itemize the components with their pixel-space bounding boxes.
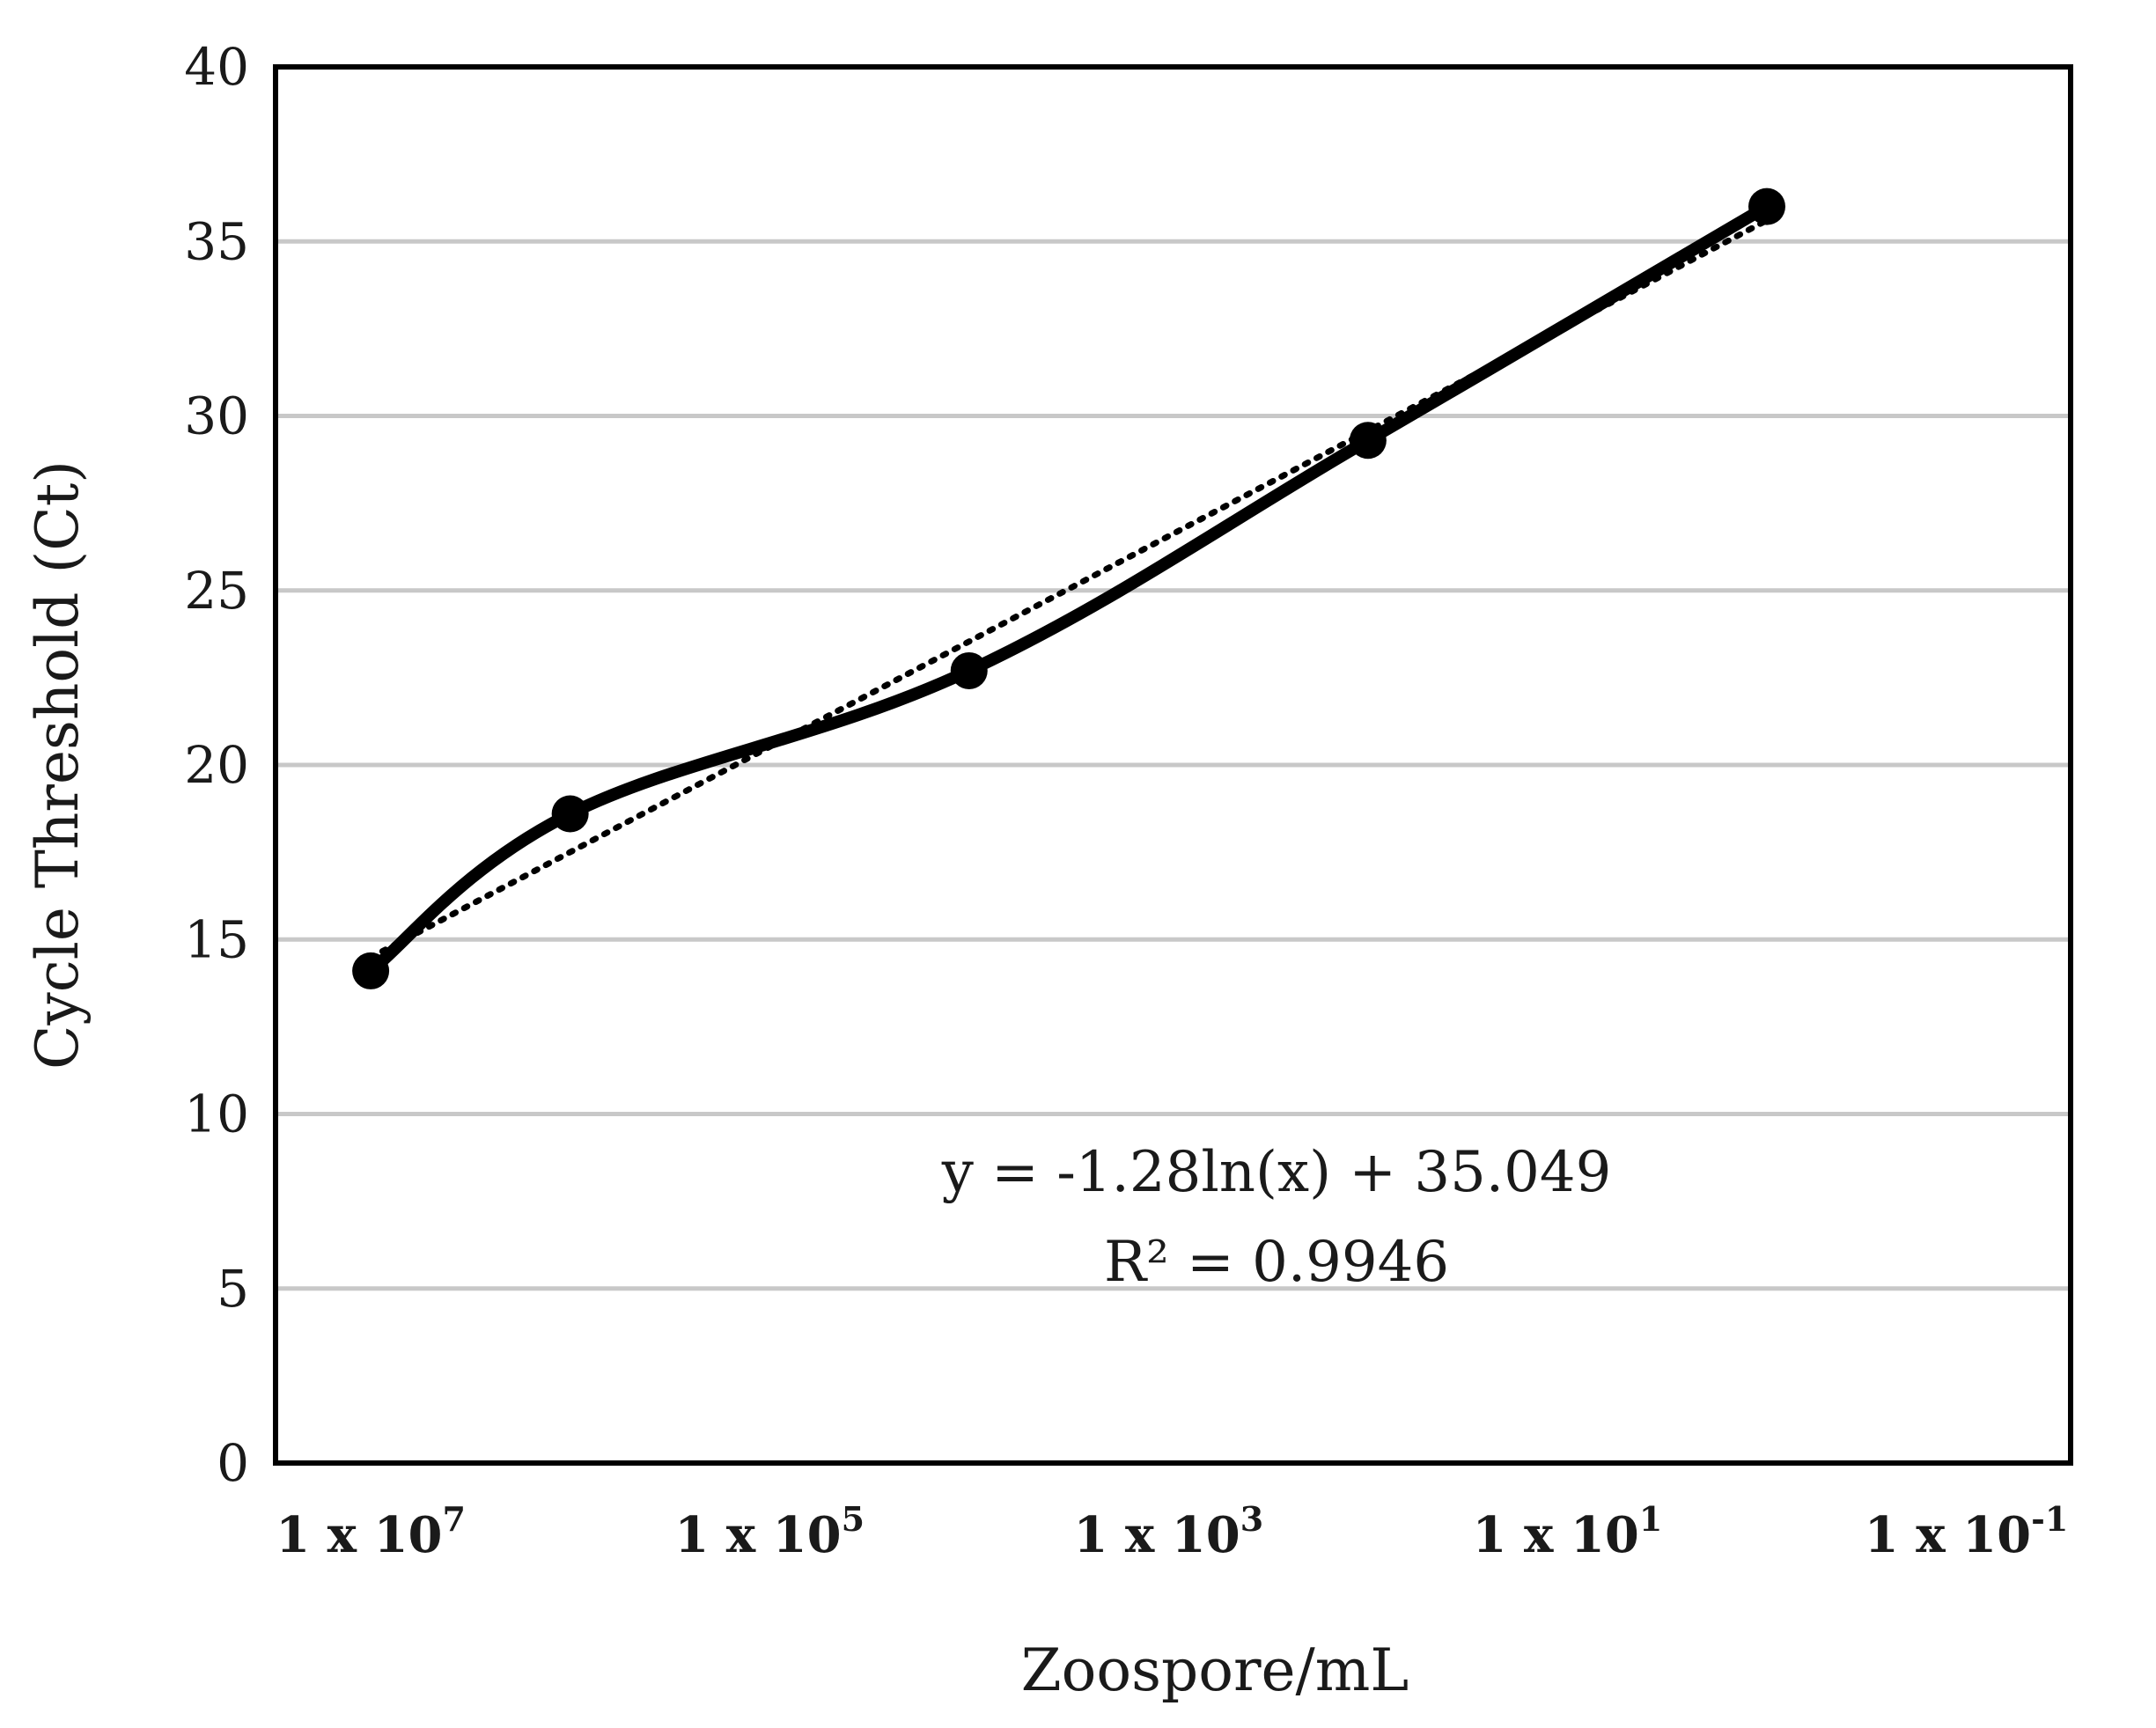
x-tick-label: 1 x 107 — [276, 1499, 466, 1564]
y-tick-label: 20 — [184, 735, 249, 795]
data-point — [1349, 422, 1387, 460]
y-tick-label: 35 — [184, 211, 249, 271]
x-tick-label: 1 x 101 — [1473, 1499, 1663, 1564]
data-point — [352, 952, 390, 989]
data-point — [551, 795, 589, 833]
x-tick-label: 1 x 10-1 — [1865, 1499, 2069, 1564]
y-tick-label: 30 — [184, 386, 249, 446]
y-tick-label: 10 — [184, 1085, 249, 1144]
trendline-layer — [367, 217, 1770, 961]
series-layer — [352, 188, 1785, 989]
x-axis-ticks: 1 x 107 1 x 105 1 x 103 1 x 101 1 x 10-1 — [276, 1499, 2068, 1564]
data-point — [1748, 188, 1785, 225]
trendline — [367, 217, 1770, 961]
y-tick-label: 15 — [184, 909, 249, 969]
x-axis-title: Zoospore/mL — [1021, 1636, 1409, 1704]
gridlines — [276, 239, 2071, 1291]
x-tick-label: 1 x 103 — [1073, 1499, 1263, 1564]
trendline-equation: y = -1.28ln(x) + 35.049 — [941, 1140, 1612, 1205]
y-tick-label: 5 — [217, 1259, 249, 1319]
y-axis-title: Cycle Threshold (Ct) — [24, 460, 92, 1070]
y-tick-label: 0 — [217, 1433, 249, 1493]
y-axis-ticks: 0 5 10 15 20 25 30 35 40 — [184, 37, 249, 1493]
series-line — [364, 200, 1773, 977]
y-tick-label: 25 — [184, 561, 249, 621]
trendline-r-squared: R² = 0.9946 — [1104, 1230, 1449, 1295]
x-tick-label: 1 x 105 — [674, 1499, 865, 1564]
plot-area-frame — [273, 64, 2073, 1466]
data-point — [950, 651, 988, 689]
y-tick-label: 40 — [184, 37, 249, 97]
